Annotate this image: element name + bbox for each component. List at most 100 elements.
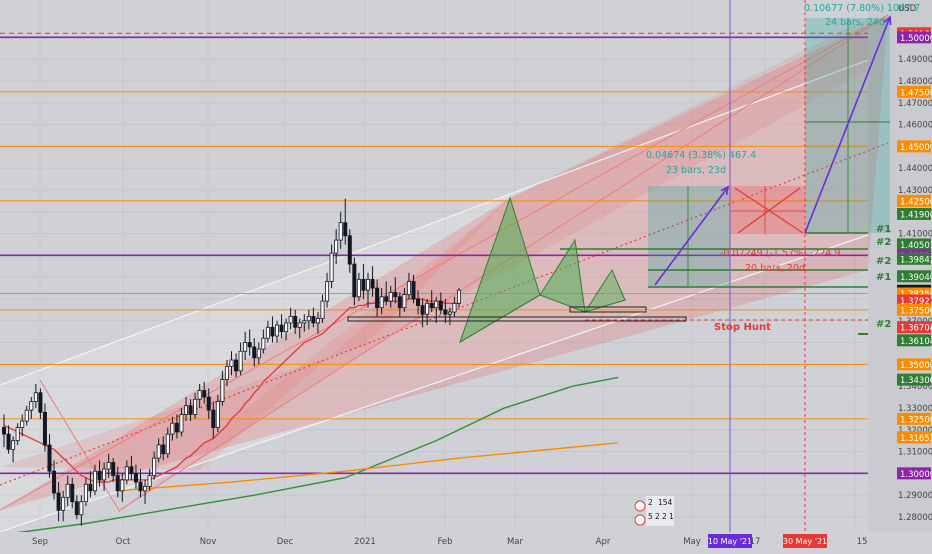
candle-body xyxy=(429,302,434,309)
y-tick-label: 1.48000 xyxy=(898,77,932,87)
annotation-label: 20 bars, 20d xyxy=(745,263,805,274)
y-tick-label: 1.43000 xyxy=(898,186,932,196)
support-box xyxy=(347,316,687,322)
harmonic-line xyxy=(459,294,541,343)
candle-body xyxy=(270,326,275,337)
projection-arrow-2-head xyxy=(883,15,892,26)
candle-body xyxy=(393,292,398,298)
red-triangle-zone xyxy=(0,198,510,470)
candle-body xyxy=(388,292,393,302)
annotation-label: 24 bars, 24d xyxy=(825,17,885,28)
price-label-bg xyxy=(897,303,931,316)
candle-body xyxy=(206,396,211,411)
x-tick-label: May xyxy=(683,537,701,547)
candle-body xyxy=(306,315,311,322)
candle-body xyxy=(129,466,134,474)
candle-body xyxy=(343,222,348,237)
x-tick-label: Dec xyxy=(277,537,294,547)
candle-body xyxy=(111,462,116,476)
y-tick-label: 1.28000 xyxy=(898,513,932,523)
price-label-bg xyxy=(897,334,931,347)
projection-arrow-1 xyxy=(654,186,729,286)
x-tick-label: 10 May '21 xyxy=(708,537,752,546)
candle-body xyxy=(329,252,334,282)
candles xyxy=(2,198,461,526)
price-label: 1.39842 xyxy=(900,255,932,265)
price-label-bg xyxy=(897,431,931,444)
annotation-label: #2 xyxy=(876,256,891,267)
candle-body xyxy=(375,287,380,309)
price-label-bg xyxy=(897,270,931,283)
candle-body xyxy=(179,414,184,433)
candle-body xyxy=(161,444,166,455)
candle-body xyxy=(174,422,179,433)
x-tick-label: Feb xyxy=(437,537,452,547)
candle-body xyxy=(33,392,38,402)
candle-body xyxy=(311,315,316,324)
candle-body xyxy=(252,346,257,359)
y-tick-label: 1.49000 xyxy=(898,55,932,65)
y-tick-label: 1.46000 xyxy=(898,121,932,131)
price-label-bg xyxy=(897,294,931,307)
annotation-label: Stop Hunt xyxy=(714,322,771,333)
candle-body xyxy=(416,298,421,306)
harmonic-small xyxy=(583,268,626,313)
badge-text: 154 xyxy=(658,498,673,507)
candle-body xyxy=(83,483,88,503)
candle-body xyxy=(24,409,29,422)
candle-body xyxy=(338,222,343,241)
projection-arrow-1-head xyxy=(720,185,730,196)
y-tick-label: 1.44000 xyxy=(898,164,932,174)
candle-body xyxy=(284,322,289,333)
candle-body xyxy=(183,405,188,415)
price-label: 1.35000 xyxy=(900,361,932,371)
candle-body xyxy=(2,427,7,435)
annotation-label: 0.10677 (7.80%) 1067.7 xyxy=(804,3,920,14)
time-axis-panel xyxy=(0,532,932,550)
price-label: 1.45000 xyxy=(900,143,932,153)
y-tick-label: 1.41000 xyxy=(898,230,932,240)
candle-body xyxy=(411,281,416,300)
candle-body xyxy=(420,305,425,315)
event-icon xyxy=(634,500,646,512)
price-label-bg xyxy=(897,85,931,98)
candle-body xyxy=(106,462,111,470)
candle-body xyxy=(79,501,84,516)
candle-body xyxy=(38,392,43,413)
currency-label: USD xyxy=(898,4,917,14)
x-tick-label: 30 May '21 xyxy=(783,537,827,546)
candle-body xyxy=(265,326,270,339)
price-label-bg xyxy=(897,31,931,44)
candle-body xyxy=(152,457,157,476)
price-label: 1.50000 xyxy=(900,34,932,44)
annotation-label: #2 xyxy=(876,237,891,248)
price-label-bg xyxy=(897,467,931,480)
x-tick-label: Nov xyxy=(200,537,217,547)
candle-body xyxy=(102,468,107,481)
candle-body xyxy=(288,315,293,324)
candle-body xyxy=(88,483,93,492)
price-label: 1.30000 xyxy=(900,470,932,480)
event-icon xyxy=(634,514,646,526)
candle-body xyxy=(370,278,375,289)
candle-body xyxy=(124,466,129,481)
price-label: 1.41900 xyxy=(900,210,932,220)
candle-body xyxy=(11,440,16,450)
x-tick-label: 15 xyxy=(857,537,868,547)
price-label-bg xyxy=(897,194,931,207)
candle-body xyxy=(70,483,75,503)
candle-body xyxy=(74,501,79,516)
candle-body xyxy=(456,289,461,304)
badge-text: 2 xyxy=(655,512,660,521)
candle-body xyxy=(397,296,402,309)
candle-body xyxy=(384,296,389,302)
candle-body xyxy=(15,427,20,442)
channel-top-line xyxy=(0,59,869,386)
candle-body xyxy=(361,278,366,291)
candle-body xyxy=(279,324,284,333)
candle-body xyxy=(215,401,220,428)
candle-body xyxy=(133,472,138,483)
price-label: 1.40501 xyxy=(900,241,932,251)
candle-body xyxy=(256,348,261,359)
